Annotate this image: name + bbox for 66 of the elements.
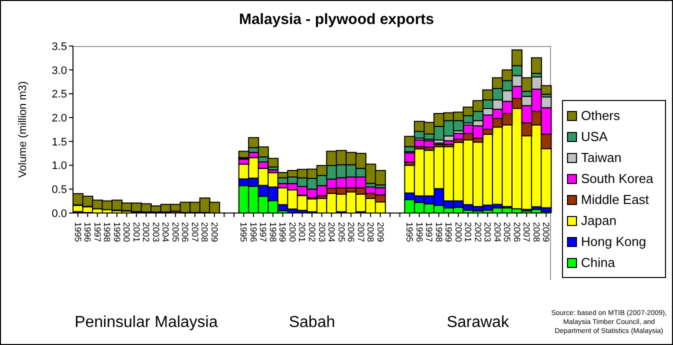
y-tick-label: 3.0	[52, 64, 67, 77]
x-tick-label: 1999	[112, 222, 122, 242]
x-tick-label: 1998	[268, 222, 278, 242]
x-tick-label: 1998	[102, 222, 112, 242]
x-tick-label: 2009	[375, 222, 386, 242]
x-tick-label: 2008	[531, 222, 542, 242]
y-tick-label: 0.5	[52, 184, 67, 196]
y-tick-label: 0.0	[52, 208, 67, 220]
text: Sarawak	[446, 314, 509, 331]
y-tick-label: 2.0	[52, 112, 67, 124]
x-tick-label: 2007	[522, 222, 532, 242]
legend-label: Others	[581, 108, 620, 123]
legend-label: South Korea	[581, 171, 654, 186]
x-tick-label: 1999	[444, 222, 454, 242]
legend-label: Japan	[581, 213, 616, 228]
x-tick-label: 2000	[453, 222, 464, 242]
x-tick-label: 2003	[316, 222, 327, 242]
x-tick-label: 1998	[434, 222, 444, 242]
x-tick-label: 2000	[122, 222, 132, 242]
legend-label: Middle East	[581, 192, 649, 207]
x-tick-label: 2006	[346, 222, 356, 242]
x-tick-label: 2003	[482, 222, 493, 242]
legend-label: USA	[581, 129, 608, 144]
x-tick-label: 2008	[366, 222, 376, 242]
x-tick-label: 2007	[356, 222, 366, 242]
x-tick-label: 2003	[150, 222, 161, 242]
x-tick-label: 2001	[463, 222, 474, 242]
x-tick-label: 2008	[200, 222, 210, 242]
x-tick-label: 1995	[404, 222, 415, 242]
y-tick-label: 1.0	[52, 160, 67, 172]
y-tick-label: 2.5	[52, 88, 67, 101]
x-tick-label: 2002	[141, 222, 152, 242]
x-tick-label: 2007	[190, 222, 200, 242]
x-tick-label: 2004	[326, 222, 337, 242]
x-tick-label: 1997	[92, 222, 102, 242]
x-tick-label: 2002	[472, 222, 483, 242]
legend-label: Hong Kong	[581, 234, 646, 249]
x-tick-label: 2000	[287, 222, 298, 242]
x-tick-label: 2002	[307, 222, 317, 242]
x-tick-label: 1996	[414, 222, 424, 242]
text: Sabah	[288, 314, 336, 332]
x-tick-label: 2004	[492, 222, 502, 242]
x-tick-label: 2001	[131, 222, 142, 242]
x-tick-label: 1996	[248, 222, 258, 242]
x-tick-label: 2005	[502, 222, 512, 242]
x-tick-label: 2006	[512, 222, 522, 242]
x-tick-label: 1997	[258, 222, 268, 242]
x-tick-label: 2009	[209, 222, 220, 242]
x-tick-label: 1995	[72, 222, 83, 242]
x-tick-label: 2004	[160, 222, 171, 242]
y-tick-label: 1.5	[52, 136, 67, 148]
x-tick-label: 1995	[238, 222, 249, 242]
x-tick-label: 2005	[170, 222, 180, 242]
text: Peninsular Malaysia	[74, 314, 219, 332]
x-tick-label: 2001	[297, 222, 308, 242]
legend-label: China	[581, 255, 615, 270]
x-tick-label: 2005	[336, 222, 346, 242]
x-tick-label: 1996	[82, 222, 93, 242]
x-tick-label: 2009	[541, 222, 552, 242]
y-axis-title: Volume (million m3)	[16, 81, 29, 178]
y-tick-label: 3.5	[52, 40, 67, 53]
legend-label: Taiwan	[581, 150, 622, 165]
chart-title: Malaysia - plywood exports	[238, 11, 436, 28]
x-tick-label: 1997	[424, 222, 434, 242]
x-tick-label: 2006	[180, 222, 190, 242]
x-tick-label: 1999	[278, 222, 288, 242]
